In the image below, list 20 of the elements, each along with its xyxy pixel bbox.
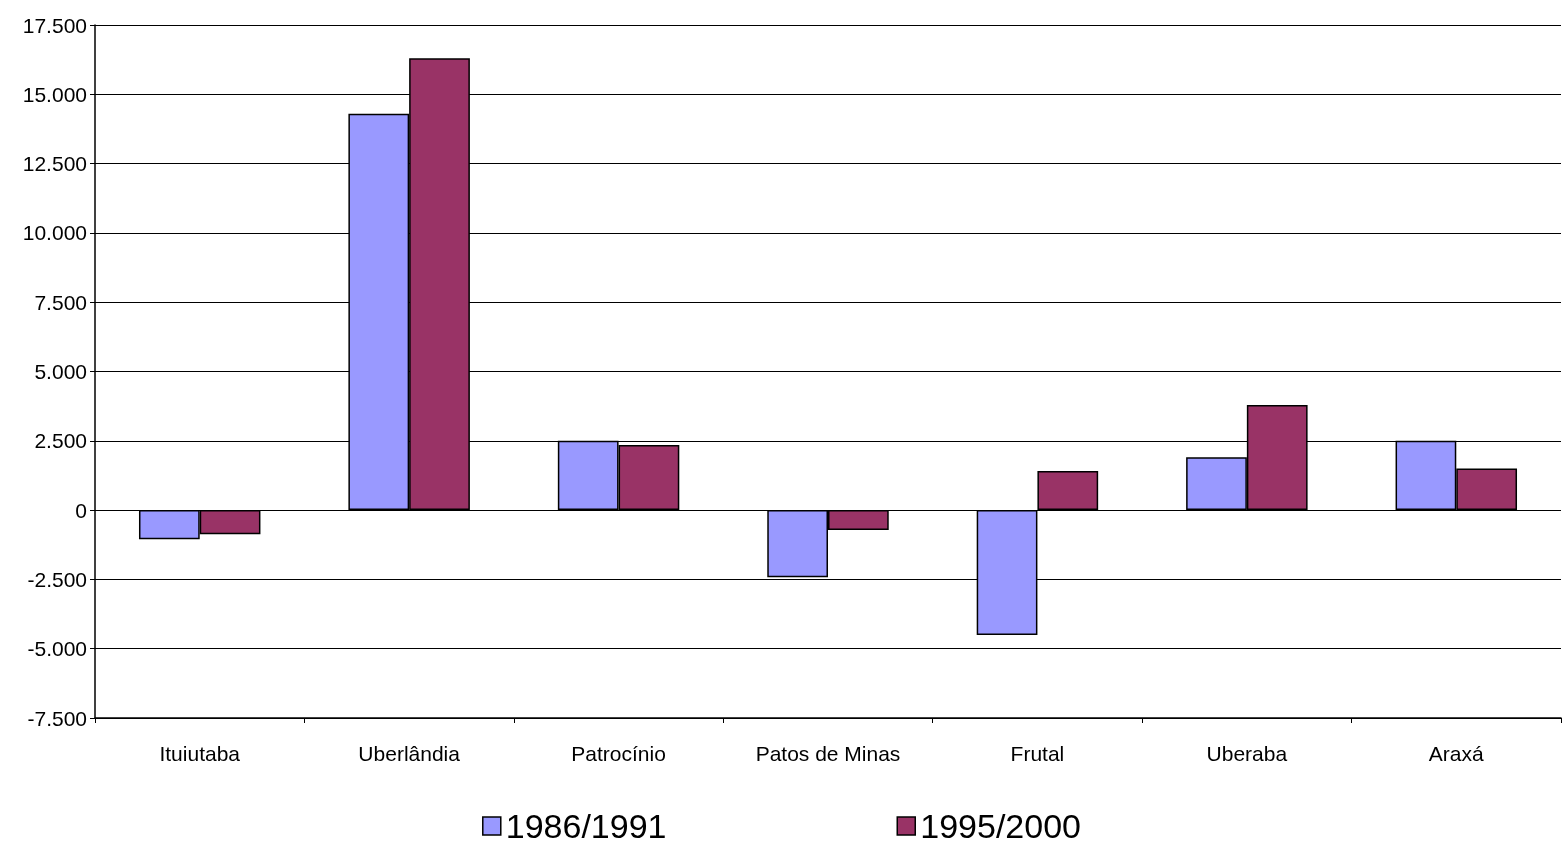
- y-tick-label: -7.500: [27, 706, 87, 730]
- x-tick-label: Frutal: [1010, 742, 1065, 765]
- y-tick-label: -2.500: [27, 567, 87, 591]
- x-tick-label: Patos de Minas: [755, 742, 901, 765]
- y-tick-label: 5.000: [34, 360, 87, 383]
- legend-label: 1986/1991: [505, 807, 667, 845]
- y-tick-label: 2.500: [34, 429, 87, 453]
- y-tick-label: 15.000: [22, 82, 87, 106]
- y-tick-label: 12.500: [22, 152, 87, 176]
- y-tick-label: 17.500: [22, 13, 87, 37]
- x-tick-label: Uberaba: [1206, 742, 1288, 765]
- x-tick-label: Patrocínio: [571, 742, 666, 765]
- y-tick-label: 10.000: [22, 221, 87, 245]
- y-tick-label: -5.000: [27, 637, 87, 661]
- x-tick-label: Uberlândia: [358, 742, 461, 765]
- x-tick-label: Araxá: [1428, 742, 1485, 765]
- x-tick-label: Ituiutaba: [159, 742, 241, 765]
- legend-label: 1995/2000: [920, 807, 1081, 845]
- y-tick-label: 7.500: [34, 290, 87, 314]
- y-tick-label: 0: [75, 498, 87, 522]
